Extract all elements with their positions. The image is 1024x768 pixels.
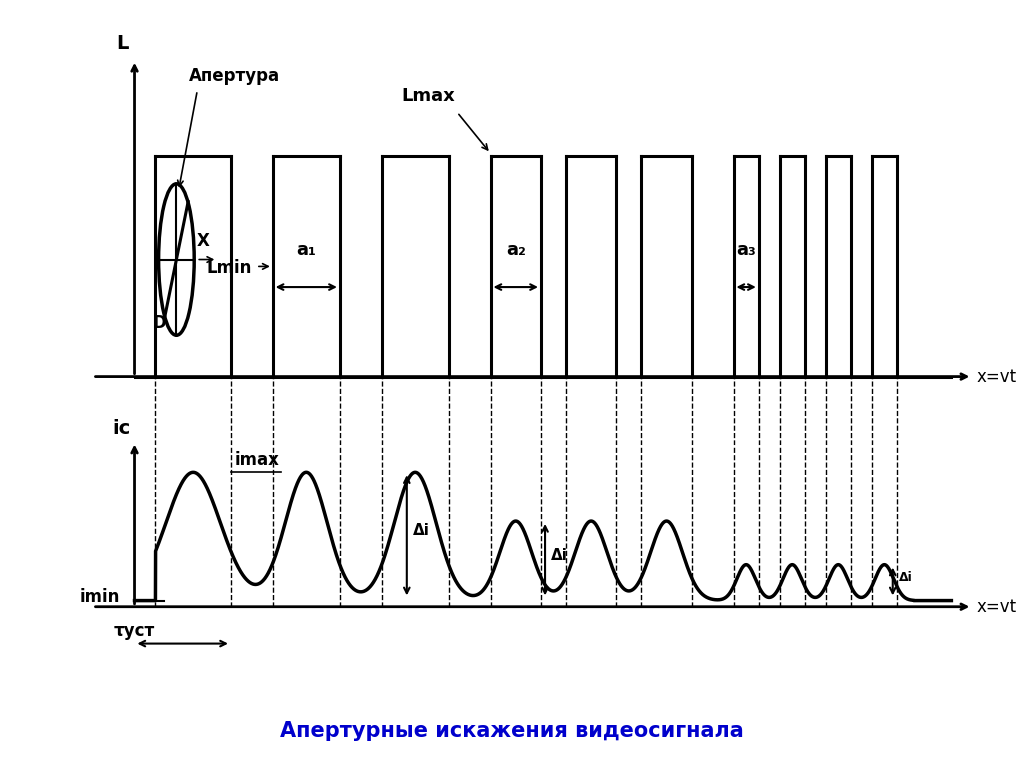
Text: x=vt: x=vt — [977, 368, 1017, 386]
Text: D: D — [153, 314, 166, 333]
Text: a₂: a₂ — [506, 241, 525, 260]
Text: a₁: a₁ — [296, 241, 316, 260]
Text: Δi: Δi — [551, 548, 568, 563]
Text: τуст: τуст — [114, 622, 155, 640]
Text: x=vt: x=vt — [977, 598, 1017, 616]
Text: Δi: Δi — [413, 523, 430, 538]
Text: Апертура: Апертура — [189, 67, 281, 84]
Text: X: X — [197, 232, 209, 250]
Text: L: L — [116, 34, 128, 53]
Text: ic: ic — [113, 419, 131, 438]
Text: Lmax: Lmax — [400, 87, 455, 105]
Text: Lmin: Lmin — [207, 260, 252, 277]
Text: imin: imin — [80, 588, 121, 606]
Text: Апертурные искажения видеосигнала: Апертурные искажения видеосигнала — [281, 721, 743, 741]
Text: a₃: a₃ — [736, 241, 756, 260]
Text: imax: imax — [236, 451, 280, 468]
Text: Δi: Δi — [899, 571, 912, 584]
